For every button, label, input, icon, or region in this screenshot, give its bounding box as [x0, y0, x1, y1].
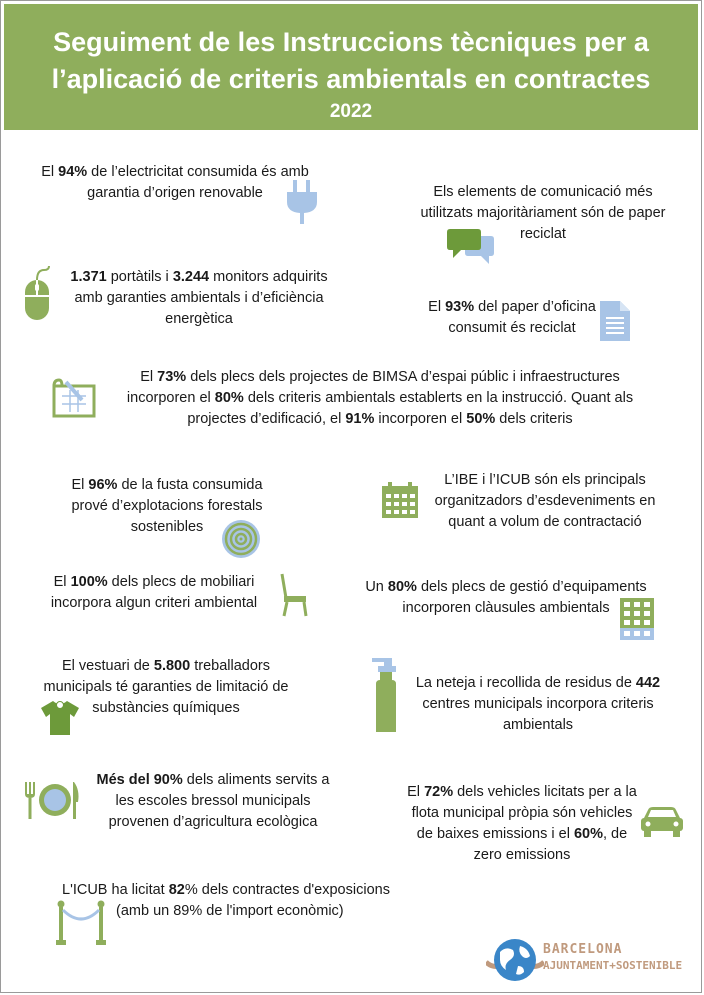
header-banner: Seguiment de les Instruccions tècniques … [4, 4, 698, 130]
chat-bubbles-icon [447, 229, 494, 264]
item-vehicles: El 72% dels vehicles licitats per a la f… [407, 784, 637, 863]
barcelona-logo-text: BARCELONA AJUNTAMENT+SOSTENIBLE [543, 942, 683, 972]
item-bimsa: El 73% dels plecs dels projectes de BIMS… [126, 369, 634, 427]
rope-barrier-icon [56, 900, 106, 945]
building-icon [620, 598, 654, 640]
item-events: L’IBE i l’ICUB són els principals organi… [434, 472, 656, 530]
page-year: 2022 [329, 101, 373, 122]
plug-icon [287, 180, 317, 224]
item-electricity: El 94% de l’electricitat consumida és am… [41, 164, 309, 201]
mouse-icon [25, 266, 50, 320]
globe-logo-icon [486, 939, 544, 981]
item-wood: El 96% de la fusta consumida prové d’exp… [71, 477, 263, 535]
calendar-icon [382, 482, 418, 518]
page-title-line2: l’aplicació de criteris ambientals en co… [51, 64, 651, 94]
item-clothing: El vestuari de 5.800 treballadors munici… [43, 658, 289, 716]
document-icon [600, 301, 630, 341]
item-paper: El 93% del paper d’oficina consumit és r… [428, 299, 596, 336]
car-icon [641, 807, 683, 837]
plate-cutlery-icon [25, 782, 79, 819]
item-laptops: 1.371 portàtils i 3.244 monitors adquiri… [70, 269, 328, 327]
item-communication: Els elements de comunicació més utilitza… [420, 184, 666, 242]
item-cleaning: La neteja i recollida de residus de 442 … [415, 675, 661, 733]
item-exhibitions: L'ICUB ha licitat 82% dels contractes d'… [62, 882, 390, 919]
blueprint-icon [52, 378, 96, 418]
page-title-line1: Seguiment de les Instruccions tècniques … [53, 27, 649, 57]
item-furniture: El 100% dels plecs de mobiliari incorpor… [50, 574, 258, 611]
spray-bottle-icon [372, 658, 396, 732]
item-facilities: Un 80% dels plecs de gestió d’equipament… [365, 579, 647, 616]
item-food: Més del 90% dels aliments servits a les … [96, 772, 330, 830]
tshirt-icon [41, 701, 79, 735]
tree-rings-icon [222, 520, 260, 558]
chair-icon [280, 573, 308, 617]
